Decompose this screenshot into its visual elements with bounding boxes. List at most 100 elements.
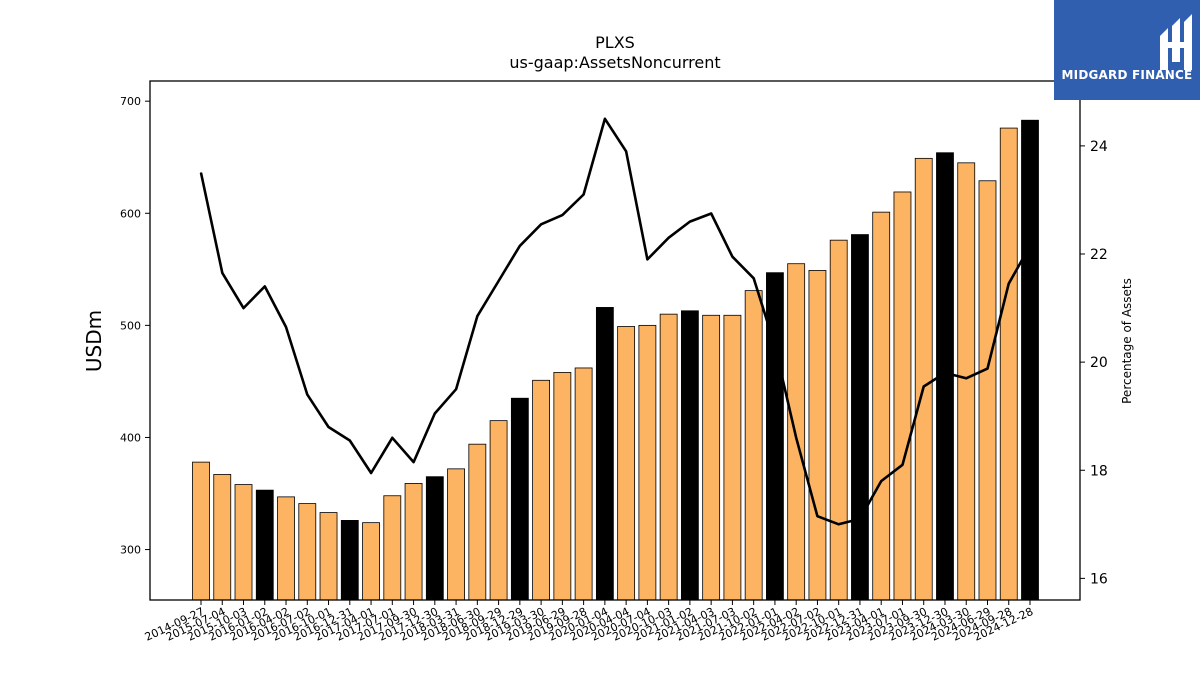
line-point xyxy=(625,150,627,153)
bar xyxy=(787,263,806,601)
line-point xyxy=(561,214,564,216)
bar xyxy=(638,324,657,601)
bar xyxy=(680,310,699,601)
percentage-line-series xyxy=(199,117,1032,526)
bar xyxy=(447,468,465,601)
y2-tick-label: 22 xyxy=(1090,247,1108,263)
bar xyxy=(298,503,317,601)
bar xyxy=(872,211,891,601)
bar xyxy=(957,162,976,601)
percentage-line xyxy=(199,117,1032,526)
bar xyxy=(234,484,253,601)
line-point xyxy=(476,315,479,317)
line-point xyxy=(922,385,925,388)
bar xyxy=(808,270,827,601)
line-point xyxy=(327,426,330,428)
bar xyxy=(893,191,912,601)
bar xyxy=(978,180,997,601)
bar xyxy=(340,520,359,601)
line-point xyxy=(816,515,819,518)
y-axis-label: USDm xyxy=(82,310,106,372)
y-tick-label: 300 xyxy=(120,544,141,557)
mf-monogram-icon xyxy=(1160,14,1192,70)
bar xyxy=(574,367,593,601)
line-point xyxy=(604,118,606,120)
bar xyxy=(362,522,380,601)
bar xyxy=(617,326,636,601)
line-point xyxy=(710,212,712,215)
line-point xyxy=(667,236,670,239)
bar xyxy=(192,461,210,601)
line-point xyxy=(200,172,202,174)
bar xyxy=(553,372,572,601)
line-point xyxy=(837,523,840,526)
line-point xyxy=(859,518,861,520)
bar xyxy=(468,443,487,601)
line-point xyxy=(944,372,946,374)
bar xyxy=(213,474,232,601)
bar xyxy=(659,313,678,601)
bar xyxy=(383,495,402,601)
bar xyxy=(1021,119,1039,601)
line-point xyxy=(774,345,776,347)
line-point xyxy=(434,412,436,415)
bar xyxy=(766,272,784,601)
bar xyxy=(851,234,869,601)
bar xyxy=(829,239,848,601)
line-point xyxy=(795,437,797,439)
line-point xyxy=(285,326,287,328)
line-point xyxy=(455,388,457,390)
bar xyxy=(319,512,338,601)
chart-title: PLXS xyxy=(595,33,635,52)
line-point xyxy=(880,480,883,482)
y2-tick-label: 24 xyxy=(1090,139,1108,155)
line-point xyxy=(263,285,266,288)
line-point xyxy=(306,393,309,396)
line-point xyxy=(497,280,500,282)
bar xyxy=(914,157,933,601)
line-point xyxy=(412,461,415,463)
line-point xyxy=(1029,245,1031,247)
bar xyxy=(404,483,423,601)
line-point xyxy=(348,439,351,442)
line-point xyxy=(221,272,224,274)
plot-frame xyxy=(149,80,1081,601)
bar xyxy=(744,290,763,601)
line-point xyxy=(965,377,968,380)
bar xyxy=(532,379,551,601)
line-point xyxy=(646,258,649,261)
line-point xyxy=(731,255,734,258)
bars xyxy=(192,119,1039,601)
line-point xyxy=(1007,282,1010,285)
y2-tick-label: 20 xyxy=(1090,355,1108,371)
line-point xyxy=(242,307,245,309)
line-point xyxy=(582,193,585,196)
y-tick-label: 600 xyxy=(120,207,141,220)
line-point xyxy=(391,437,394,439)
line-point xyxy=(689,220,691,223)
line-point xyxy=(540,223,542,226)
line-point xyxy=(752,277,755,280)
brand-name: MIDGARD FINANCE xyxy=(1061,68,1193,82)
y-tick-label: 700 xyxy=(120,95,141,108)
bar xyxy=(425,476,444,601)
line-point xyxy=(519,245,521,247)
axes: 30040050060070016182022242014-09-272015-… xyxy=(120,80,1108,644)
bar xyxy=(999,127,1018,601)
bar xyxy=(489,420,508,601)
bar xyxy=(255,489,274,601)
line-point xyxy=(986,367,989,370)
y2-tick-label: 18 xyxy=(1090,463,1108,479)
bar xyxy=(702,314,721,601)
y-tick-label: 400 xyxy=(120,431,141,444)
y2-axis-label: Percentage of Assets xyxy=(1120,278,1134,404)
chart-subtitle: us-gaap:AssetsNoncurrent xyxy=(509,53,720,72)
line-point xyxy=(901,464,904,466)
y2-tick-label: 16 xyxy=(1090,571,1108,587)
bar xyxy=(595,307,614,601)
brand-logo: MIDGARD FINANCE xyxy=(1054,0,1200,100)
y-tick-label: 500 xyxy=(120,319,141,332)
bar xyxy=(723,314,742,601)
bar xyxy=(277,496,295,601)
